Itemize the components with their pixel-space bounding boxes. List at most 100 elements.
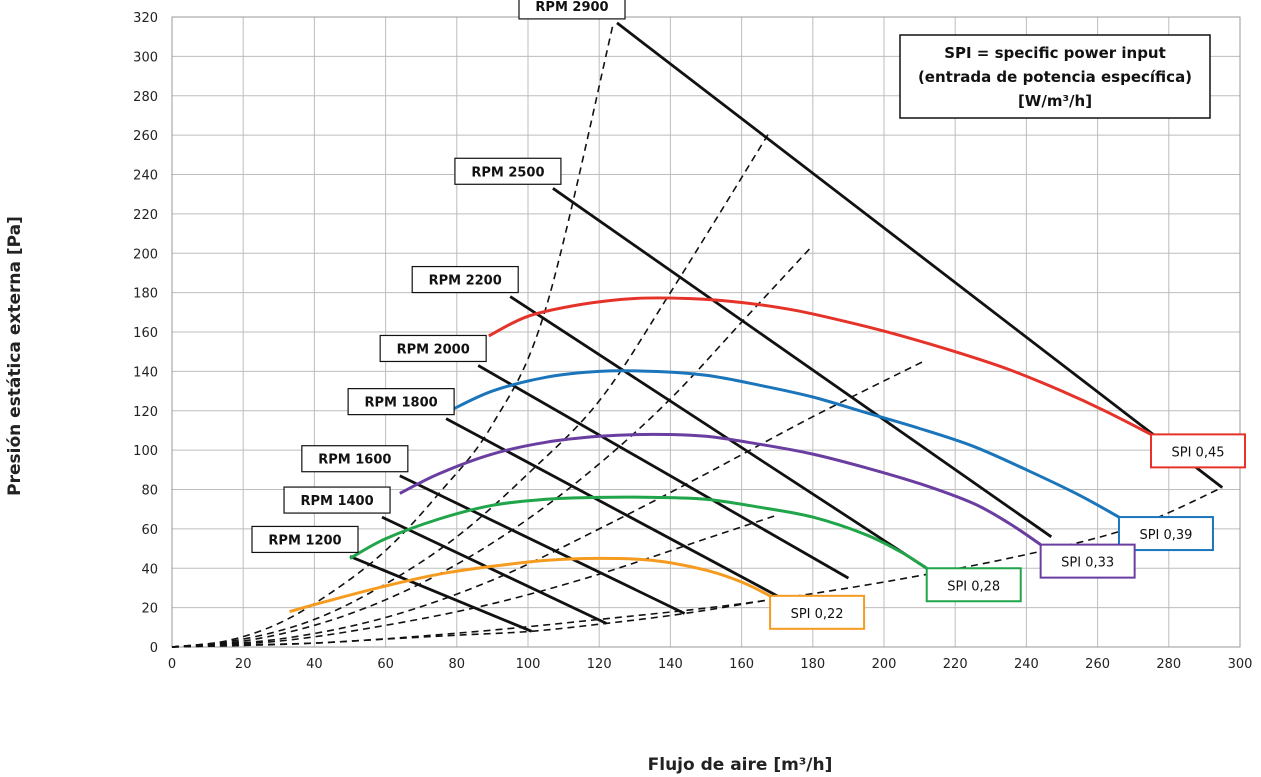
plot-frame xyxy=(171,16,1241,648)
y-tick-label: 300 xyxy=(133,50,158,65)
y-tick-label: 100 xyxy=(133,444,158,459)
y-tick-label: 20 xyxy=(141,602,158,617)
x-tick-label: 160 xyxy=(729,657,754,672)
rpm-label-text: RPM 2500 xyxy=(471,165,544,180)
spi-label-text: SPI 0,22 xyxy=(791,607,844,622)
spi-label-text: SPI 0,39 xyxy=(1139,528,1192,543)
rpm-label-box xyxy=(454,157,562,185)
rpm-line-rpm-1400 xyxy=(381,515,607,625)
y-tick-label: 240 xyxy=(133,169,158,184)
x-tick-label: 40 xyxy=(306,657,323,672)
rpm-label-text: RPM 1200 xyxy=(268,533,341,548)
rpm-label: RPM 1800 xyxy=(347,388,455,416)
rpm-label-box xyxy=(251,525,359,554)
x-tick-labels: 0 20 40 60 80 100 120 140 160 180 200 220 240 260 280 3… xyxy=(168,657,1253,672)
system-curve-5 xyxy=(171,514,778,648)
spi-curve-2 xyxy=(449,369,1120,519)
spi-curve-4 xyxy=(349,495,928,570)
spi-curves xyxy=(289,296,1152,614)
x-tick-label: 180 xyxy=(800,657,825,672)
rpm-line-rpm-2200 xyxy=(509,295,928,570)
spi-curve-1 xyxy=(488,296,1152,436)
rpm-label-box xyxy=(518,0,626,20)
x-tick-label: 0 xyxy=(168,657,176,672)
y-tick-label: 280 xyxy=(133,90,158,105)
rpm-line-rpm-2500 xyxy=(552,187,1053,538)
spi-label-text: SPI 0,28 xyxy=(947,579,1000,594)
y-tick-label: 80 xyxy=(141,484,158,499)
rpm-label: RPM 2500 xyxy=(454,157,562,185)
rpm-label-box xyxy=(301,445,409,473)
spi-label: SPI 0,45 xyxy=(1150,433,1246,469)
rpm-line-rpm-1600 xyxy=(399,474,686,615)
annotation-line-3: [W/m³/h] xyxy=(1018,92,1092,110)
rpm-line-rpm-2000 xyxy=(477,364,850,580)
system-curve-7 xyxy=(171,597,781,648)
system-curve-2 xyxy=(171,130,771,648)
x-tick-label: 260 xyxy=(1085,657,1110,672)
rpm-line-rpm-1200 xyxy=(349,555,533,633)
spi-label: SPI 0,28 xyxy=(925,567,1022,603)
rpm-label-text: RPM 1800 xyxy=(365,396,438,411)
y-tick-label: 160 xyxy=(133,326,158,341)
y-tick-labels: 0 20 40 60 80 100 120 140 160 180 200 220 240 260 280 3… xyxy=(133,11,158,656)
spi-curve-3 xyxy=(399,432,1042,546)
y-tick-label: 200 xyxy=(133,247,158,262)
spi-curve-5 xyxy=(289,556,771,614)
x-tick-label: 80 xyxy=(449,657,466,672)
rpm-label-text: RPM 1400 xyxy=(300,494,373,509)
plot-border xyxy=(171,16,1241,648)
rpm-label: RPM 2900 xyxy=(518,0,626,20)
y-tick-label: 40 xyxy=(141,562,158,577)
spi-label-box xyxy=(769,594,866,630)
annotation-line-1: SPI = specific power input xyxy=(944,44,1166,62)
y-tick-label: 320 xyxy=(133,11,158,26)
rpm-label-box xyxy=(283,486,391,514)
system-curve-3 xyxy=(171,244,814,648)
x-tick-label: 60 xyxy=(377,657,394,672)
rpm-label-text: RPM 2000 xyxy=(397,342,470,357)
y-tick-label: 140 xyxy=(133,365,158,380)
spi-labels: SPI 0,45 SPI 0,39 SPI 0,33 SPI 0,28 SPI 0,22 xyxy=(769,433,1246,630)
rpm-label-text: RPM 2900 xyxy=(535,0,608,15)
x-tick-label: 280 xyxy=(1156,657,1181,672)
rpm-labels: RPM 1200 RPM 1400 RPM 1600 RPM 1800 RPM 2000… xyxy=(251,0,626,554)
rpm-label-text: RPM 1600 xyxy=(318,453,391,468)
rpm-label: RPM 2000 xyxy=(379,334,487,363)
system-curve-1 xyxy=(171,22,615,648)
rpm-label: RPM 1600 xyxy=(301,445,409,473)
y-tick-label: 220 xyxy=(133,208,158,223)
spi-label-text: SPI 0,33 xyxy=(1061,556,1114,571)
spi-label-box xyxy=(1039,543,1136,579)
rpm-label: RPM 2200 xyxy=(411,265,519,294)
spi-label-box xyxy=(925,567,1022,603)
y-tick-label: 180 xyxy=(133,287,158,302)
x-tick-label: 240 xyxy=(1014,657,1039,672)
x-tick-label: 220 xyxy=(943,657,968,672)
x-tick-label: 120 xyxy=(587,657,612,672)
spi-label: SPI 0,22 xyxy=(769,594,866,630)
rpm-label-box xyxy=(379,334,487,363)
spi-label-text: SPI 0,45 xyxy=(1171,445,1224,460)
rpm-label-text: RPM 2200 xyxy=(429,274,502,289)
annotation-box: SPI = specific power input (entrada de p… xyxy=(899,34,1211,119)
x-tick-label: 140 xyxy=(658,657,683,672)
y-tick-label: 120 xyxy=(133,405,158,420)
rpm-label: RPM 1200 xyxy=(251,525,359,554)
rpm-label-box xyxy=(411,265,519,294)
rpm-line-rpm-2900 xyxy=(616,21,1224,489)
y-axis-title: Presión estática externa [Pa] xyxy=(5,216,25,496)
rpm-line-rpm-1800 xyxy=(445,417,782,600)
spi-label: SPI 0,33 xyxy=(1039,543,1136,579)
grid xyxy=(171,16,1241,648)
spi-label-box xyxy=(1150,433,1246,469)
x-tick-label: 100 xyxy=(516,657,541,672)
x-tick-label: 300 xyxy=(1228,657,1253,672)
x-tick-label: 20 xyxy=(235,657,252,672)
rpm-label: RPM 1400 xyxy=(283,486,391,514)
y-tick-label: 60 xyxy=(141,523,158,538)
annotation-line-2: (entrada de potencia específica) xyxy=(918,68,1192,86)
y-tick-label: 0 xyxy=(150,641,158,656)
rpm-label-box xyxy=(347,388,455,416)
